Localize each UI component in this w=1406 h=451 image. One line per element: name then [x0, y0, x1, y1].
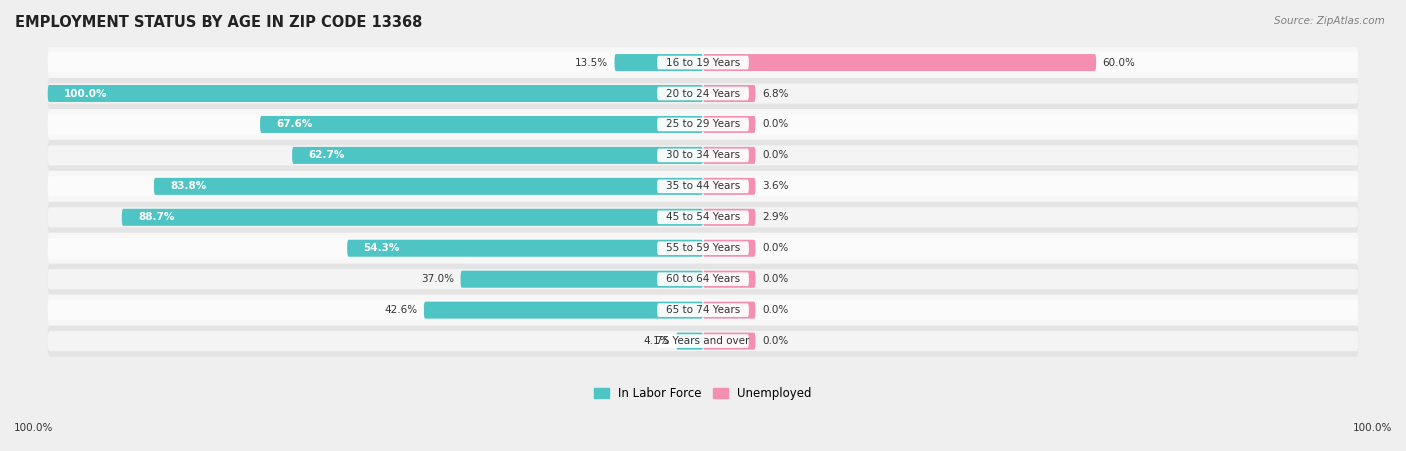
Text: 0.0%: 0.0%: [762, 274, 789, 284]
FancyBboxPatch shape: [48, 145, 1358, 166]
Text: 2.9%: 2.9%: [762, 212, 789, 222]
FancyBboxPatch shape: [48, 300, 1358, 320]
FancyBboxPatch shape: [657, 241, 749, 255]
Text: 100.0%: 100.0%: [65, 88, 108, 98]
Text: Source: ZipAtlas.com: Source: ZipAtlas.com: [1274, 16, 1385, 26]
FancyBboxPatch shape: [703, 116, 755, 133]
Text: 0.0%: 0.0%: [762, 243, 789, 253]
FancyBboxPatch shape: [48, 47, 1358, 78]
Text: 65 to 74 Years: 65 to 74 Years: [666, 305, 740, 315]
FancyBboxPatch shape: [657, 56, 749, 69]
FancyBboxPatch shape: [703, 85, 755, 102]
Text: 3.6%: 3.6%: [762, 181, 789, 191]
Text: 25 to 29 Years: 25 to 29 Years: [666, 120, 740, 129]
Text: 45 to 54 Years: 45 to 54 Years: [666, 212, 740, 222]
FancyBboxPatch shape: [48, 207, 1358, 227]
FancyBboxPatch shape: [48, 238, 1358, 258]
FancyBboxPatch shape: [676, 332, 703, 350]
FancyBboxPatch shape: [48, 295, 1358, 326]
Text: 0.0%: 0.0%: [762, 150, 789, 161]
Text: 20 to 24 Years: 20 to 24 Years: [666, 88, 740, 98]
Text: 0.0%: 0.0%: [762, 120, 789, 129]
Text: 42.6%: 42.6%: [384, 305, 418, 315]
Text: 67.6%: 67.6%: [277, 120, 312, 129]
Text: 54.3%: 54.3%: [364, 243, 399, 253]
FancyBboxPatch shape: [703, 209, 755, 226]
Text: 75 Years and over: 75 Years and over: [657, 336, 749, 346]
Text: 60 to 64 Years: 60 to 64 Years: [666, 274, 740, 284]
FancyBboxPatch shape: [48, 171, 1358, 202]
Text: 37.0%: 37.0%: [420, 274, 454, 284]
Text: 88.7%: 88.7%: [138, 212, 174, 222]
FancyBboxPatch shape: [657, 148, 749, 162]
Text: 55 to 59 Years: 55 to 59 Years: [666, 243, 740, 253]
FancyBboxPatch shape: [703, 302, 755, 319]
Text: 13.5%: 13.5%: [575, 58, 607, 68]
FancyBboxPatch shape: [657, 211, 749, 224]
FancyBboxPatch shape: [48, 233, 1358, 264]
FancyBboxPatch shape: [48, 331, 1358, 351]
FancyBboxPatch shape: [48, 269, 1358, 289]
FancyBboxPatch shape: [657, 272, 749, 286]
FancyBboxPatch shape: [260, 116, 703, 133]
FancyBboxPatch shape: [703, 147, 755, 164]
FancyBboxPatch shape: [461, 271, 703, 288]
FancyBboxPatch shape: [48, 264, 1358, 295]
Text: 83.8%: 83.8%: [170, 181, 207, 191]
Text: 4.1%: 4.1%: [643, 336, 669, 346]
FancyBboxPatch shape: [48, 78, 1358, 109]
FancyBboxPatch shape: [657, 304, 749, 317]
Text: 16 to 19 Years: 16 to 19 Years: [666, 58, 740, 68]
FancyBboxPatch shape: [48, 140, 1358, 171]
FancyBboxPatch shape: [48, 115, 1358, 134]
FancyBboxPatch shape: [657, 179, 749, 193]
Legend: In Labor Force, Unemployed: In Labor Force, Unemployed: [589, 383, 817, 405]
Text: 6.8%: 6.8%: [762, 88, 789, 98]
FancyBboxPatch shape: [423, 302, 703, 319]
FancyBboxPatch shape: [48, 109, 1358, 140]
FancyBboxPatch shape: [48, 202, 1358, 233]
Text: EMPLOYMENT STATUS BY AGE IN ZIP CODE 13368: EMPLOYMENT STATUS BY AGE IN ZIP CODE 133…: [15, 15, 422, 30]
Text: 35 to 44 Years: 35 to 44 Years: [666, 181, 740, 191]
Text: 100.0%: 100.0%: [14, 423, 53, 433]
FancyBboxPatch shape: [48, 326, 1358, 357]
Text: 30 to 34 Years: 30 to 34 Years: [666, 150, 740, 161]
FancyBboxPatch shape: [657, 87, 749, 100]
Text: 60.0%: 60.0%: [1102, 58, 1136, 68]
FancyBboxPatch shape: [48, 52, 1358, 73]
FancyBboxPatch shape: [703, 240, 755, 257]
FancyBboxPatch shape: [153, 178, 703, 195]
Text: 100.0%: 100.0%: [1353, 423, 1392, 433]
FancyBboxPatch shape: [703, 178, 755, 195]
FancyBboxPatch shape: [614, 54, 703, 71]
FancyBboxPatch shape: [703, 54, 1097, 71]
FancyBboxPatch shape: [703, 332, 755, 350]
FancyBboxPatch shape: [48, 83, 1358, 104]
FancyBboxPatch shape: [703, 271, 755, 288]
Text: 0.0%: 0.0%: [762, 305, 789, 315]
FancyBboxPatch shape: [657, 118, 749, 131]
Text: 62.7%: 62.7%: [308, 150, 344, 161]
FancyBboxPatch shape: [657, 334, 749, 348]
FancyBboxPatch shape: [122, 209, 703, 226]
FancyBboxPatch shape: [292, 147, 703, 164]
FancyBboxPatch shape: [48, 176, 1358, 196]
FancyBboxPatch shape: [347, 240, 703, 257]
Text: 0.0%: 0.0%: [762, 336, 789, 346]
FancyBboxPatch shape: [48, 85, 703, 102]
